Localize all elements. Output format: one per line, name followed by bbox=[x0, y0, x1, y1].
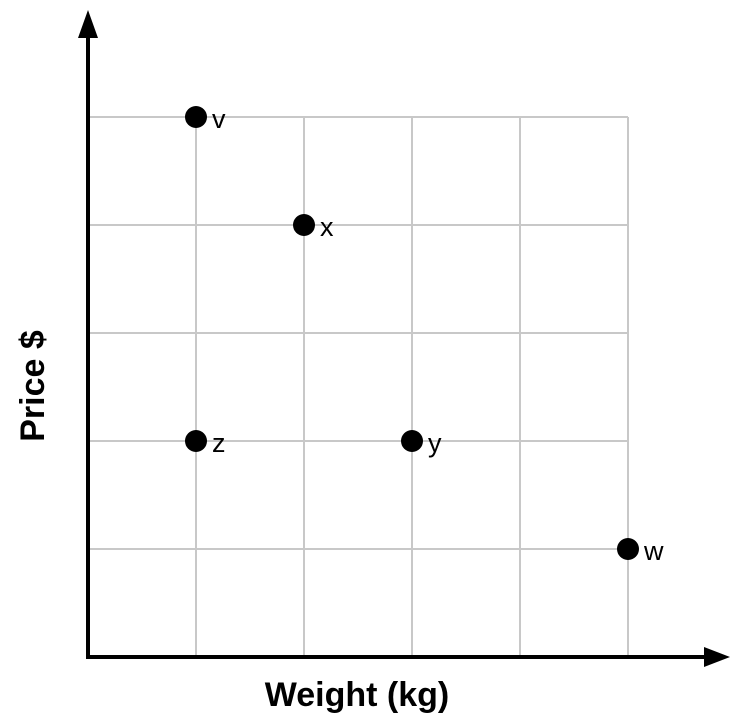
data-point-z bbox=[185, 430, 207, 452]
data-point-w bbox=[617, 538, 639, 560]
y-axis-arrowhead bbox=[78, 10, 98, 38]
x-axis-arrowhead bbox=[704, 647, 730, 667]
grid bbox=[88, 116, 629, 657]
data-label-v: v bbox=[212, 104, 226, 134]
data-point-v bbox=[185, 106, 207, 128]
data-label-x: x bbox=[320, 212, 334, 242]
data-point-y bbox=[401, 430, 423, 452]
points: v x z y w bbox=[185, 104, 664, 566]
data-label-z: z bbox=[212, 428, 226, 458]
data-label-w: w bbox=[643, 536, 664, 566]
y-axis-label: Price $ bbox=[14, 330, 52, 442]
x-axis-label: Weight (kg) bbox=[265, 676, 449, 714]
data-point-x bbox=[293, 214, 315, 236]
data-label-y: y bbox=[428, 428, 442, 458]
